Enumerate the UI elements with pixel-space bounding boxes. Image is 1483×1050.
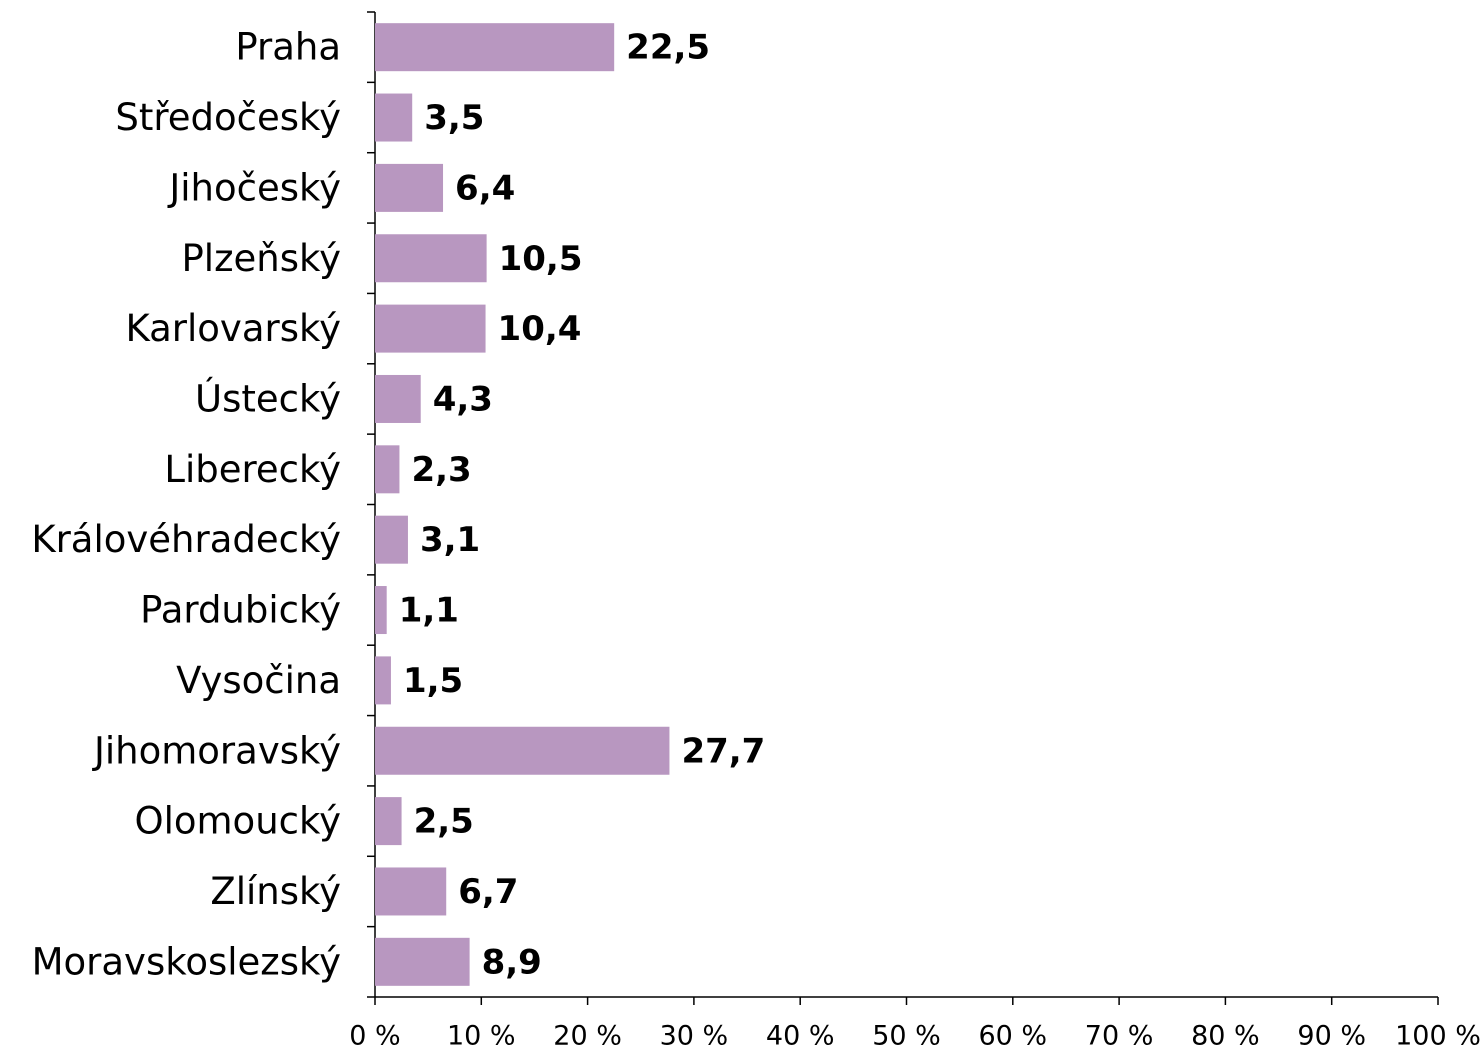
value-label: 10,4	[498, 309, 582, 349]
x-tick-label: 10 %	[447, 1021, 516, 1050]
bar	[375, 93, 413, 142]
category-label: Pardubický	[140, 589, 341, 632]
category-label: Plzeňský	[181, 237, 341, 280]
value-label: 2,3	[411, 450, 471, 490]
category-label: Zlínský	[210, 870, 341, 913]
bar	[375, 937, 470, 986]
bar	[375, 586, 387, 635]
value-label: 2,5	[414, 802, 474, 842]
category-label: Praha	[235, 26, 341, 69]
bar	[375, 797, 402, 846]
x-tick-label: 40 %	[766, 1021, 835, 1050]
value-label: 6,4	[455, 168, 515, 208]
bar	[375, 234, 487, 283]
x-tick-label: 30 %	[660, 1021, 729, 1050]
value-label: 10,5	[499, 239, 583, 279]
bar	[375, 374, 421, 423]
x-tick-label: 60 %	[978, 1021, 1047, 1050]
value-label: 6,7	[458, 872, 518, 912]
category-label: Jihomoravský	[92, 729, 341, 772]
x-tick-label: 80 %	[1191, 1021, 1260, 1050]
value-label: 8,9	[482, 942, 542, 982]
x-tick-label: 20 %	[553, 1021, 622, 1050]
category-label: Karlovarský	[126, 307, 341, 350]
bar	[375, 515, 408, 564]
bar	[375, 445, 400, 494]
x-tick-label: 50 %	[872, 1021, 941, 1050]
category-label: Jihočeský	[167, 166, 341, 209]
bar	[375, 867, 447, 916]
bar	[375, 23, 615, 72]
category-label: Královéhradecký	[31, 518, 341, 561]
category-label: Liberecký	[164, 448, 341, 491]
x-tick-label: 100 %	[1395, 1021, 1481, 1050]
value-label: 1,1	[399, 591, 459, 631]
x-tick-label: 90 %	[1297, 1021, 1366, 1050]
value-label: 4,3	[433, 379, 493, 419]
x-tick-label: 0 %	[349, 1021, 400, 1050]
bar	[375, 656, 391, 705]
bar	[375, 304, 486, 353]
value-label: 1,5	[403, 661, 463, 701]
value-label: 3,1	[420, 520, 480, 560]
category-label: Vysočina	[176, 659, 341, 702]
value-label: 3,5	[424, 98, 484, 138]
bar	[375, 726, 670, 775]
value-label: 27,7	[681, 731, 765, 771]
x-tick-label: 70 %	[1085, 1021, 1154, 1050]
category-label: Ústecký	[195, 376, 341, 420]
bar	[375, 163, 444, 212]
category-label: Olomoucký	[134, 800, 341, 843]
category-label: Středočeský	[115, 96, 341, 139]
category-label: Moravskoslezský	[32, 940, 341, 983]
value-label: 22,5	[626, 28, 710, 68]
